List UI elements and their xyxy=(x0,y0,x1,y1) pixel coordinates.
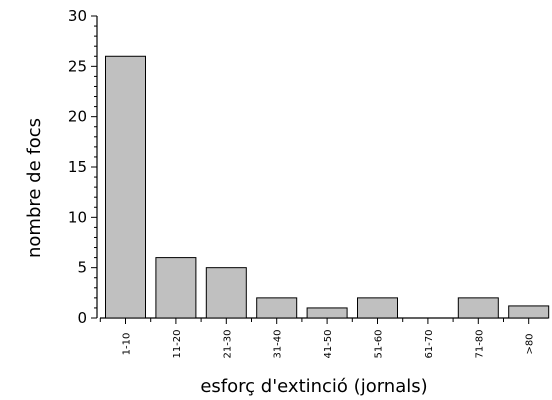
x-tick-label: 61-70 xyxy=(424,329,435,358)
bar->80 xyxy=(508,305,550,319)
y-tick-label: 25 xyxy=(68,57,87,75)
x-tick-label: 41-50 xyxy=(323,329,334,358)
x-axis-title: esforç d'extinció (jornals) xyxy=(200,376,427,397)
y-tick-label: 30 xyxy=(68,7,87,25)
bar-41-50 xyxy=(306,307,348,319)
bar-11-20 xyxy=(155,257,197,319)
y-tick-label: 20 xyxy=(68,108,87,126)
x-tick-label: 71-80 xyxy=(474,329,485,358)
x-tick-label: 11-20 xyxy=(172,329,183,358)
y-tick-label: 10 xyxy=(68,208,87,226)
bar-31-40 xyxy=(256,297,298,319)
x-tick-label: 21-30 xyxy=(222,329,233,358)
bar-51-60 xyxy=(357,297,398,319)
bars-group xyxy=(105,55,550,319)
x-tick-label: 31-40 xyxy=(273,329,284,358)
x-tick-label: 51-60 xyxy=(374,329,385,358)
bar-21-30 xyxy=(205,267,247,319)
y-axis-title: nombre de focs xyxy=(24,118,45,258)
y-tick-label: 0 xyxy=(77,309,87,327)
ticks-group: 0 5 10 15 20 25 30 1-10 11-20 21-30 31-40 41-50 51-6… xyxy=(68,7,536,359)
y-tick-label: 15 xyxy=(68,158,87,176)
x-tick-label: >80 xyxy=(525,333,536,354)
y-tick-label: 5 xyxy=(77,259,87,277)
x-tick-label: 1-10 xyxy=(122,333,133,356)
bar-71-80 xyxy=(457,297,499,319)
bar-1-10 xyxy=(105,55,146,319)
